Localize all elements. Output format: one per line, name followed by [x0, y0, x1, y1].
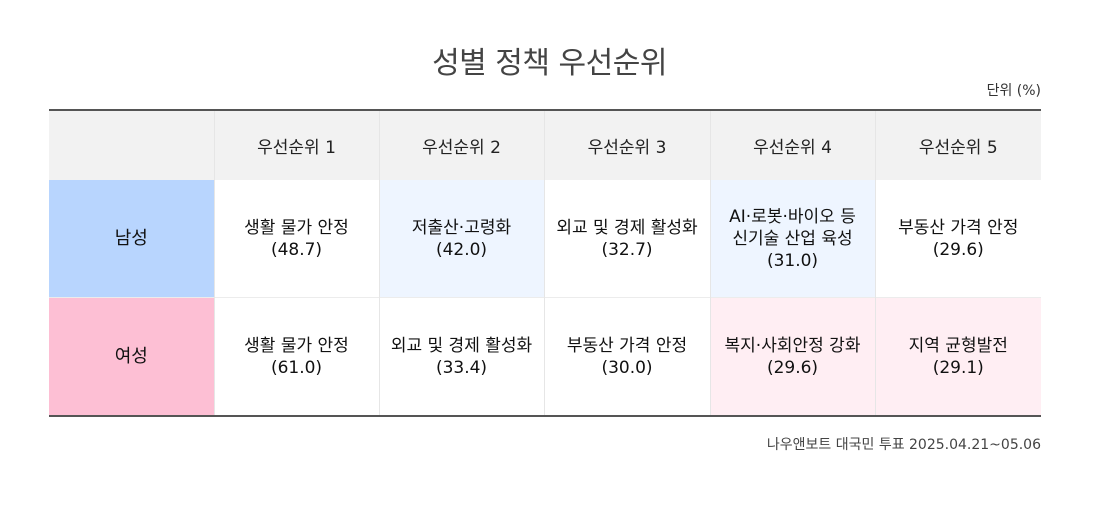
policy-value: (29.6) [932, 239, 984, 260]
header-row: 우선순위 1 우선순위 2 우선순위 3 우선순위 4 우선순위 5 [49, 110, 1041, 180]
policy-value: (33.4) [435, 357, 488, 378]
table-cell: AI·로봇·바이오 등 신기술 산업 육성 (31.0) [709, 180, 875, 298]
table-cell: 외교 및 경제 활성화 (32.7) [543, 180, 710, 298]
table-cell: 생활 물가 안정 (61.0) [213, 297, 379, 416]
table-row: 여성 생활 물가 안정 (61.0) 외교 및 경제 활성화 (33.4) 부동산 가격 … [49, 297, 1041, 416]
column-header-5: 우선순위 5 [874, 110, 1041, 180]
chart-title: 성별 정책 우선순위 [432, 46, 667, 81]
table-cell: 부동산 가격 안정 (29.6) [874, 180, 1041, 298]
table-cell: 저출산·고령화 (42.0) [378, 180, 544, 298]
source-note: 나우앤보트 대국민 투표 2025.04.21~05.06 [766, 437, 1041, 453]
column-header-2: 우선순위 2 [378, 110, 544, 180]
row-label: 남성 [49, 180, 214, 298]
policy-label: 부동산 가격 안정 [898, 217, 1019, 238]
policy-value: (32.7) [601, 239, 653, 260]
table-cell: 부동산 가격 안정 (30.0) [543, 297, 710, 416]
policy-value: (61.0) [270, 357, 323, 378]
column-header-3: 우선순위 3 [543, 110, 710, 180]
policy-label: 부동산 가격 안정 [566, 335, 688, 356]
policy-label: 복지·사회안정 강화 [724, 335, 861, 356]
policy-label: 지역 균형발전 [908, 335, 1008, 356]
policy-value: (42.0) [435, 239, 488, 260]
policy-label: 생활 물가 안정 [244, 335, 349, 356]
table-row: 남성 생활 물가 안정 (48.7) 저출산·고령화 (42.0) 외교 및 경제 활성화… [49, 180, 1041, 298]
table-cell: 생활 물가 안정 (48.7) [213, 180, 379, 298]
table-cell: 지역 균형발전 (29.1) [874, 297, 1041, 416]
policy-label: 외교 및 경제 활성화 [556, 217, 698, 238]
table-cell: 외교 및 경제 활성화 (33.4) [378, 297, 544, 416]
corner-cell [49, 110, 214, 180]
column-header-1: 우선순위 1 [213, 110, 379, 180]
table-cell: 복지·사회안정 강화 (29.6) [709, 297, 875, 416]
policy-value: (29.6) [766, 357, 819, 378]
row-label: 여성 [49, 297, 214, 416]
policy-label: 저출산·고령화 [411, 217, 512, 238]
policy-label: 외교 및 경제 활성화 [390, 335, 533, 356]
unit-label: 단위 (%) [986, 83, 1041, 99]
policy-value: (30.0) [601, 357, 653, 378]
column-header-4: 우선순위 4 [709, 110, 875, 180]
policy-value: (48.7) [270, 239, 323, 260]
priority-table: 우선순위 1 우선순위 2 우선순위 3 우선순위 4 우선순위 5 남성 생활 … [49, 109, 1041, 417]
policy-value: (29.1) [932, 357, 984, 378]
policy-label: AI·로봇·바이오 등 신기술 산업 육성 [729, 206, 856, 249]
policy-label: 생활 물가 안정 [244, 217, 349, 238]
policy-value: (31.0) [766, 250, 819, 271]
